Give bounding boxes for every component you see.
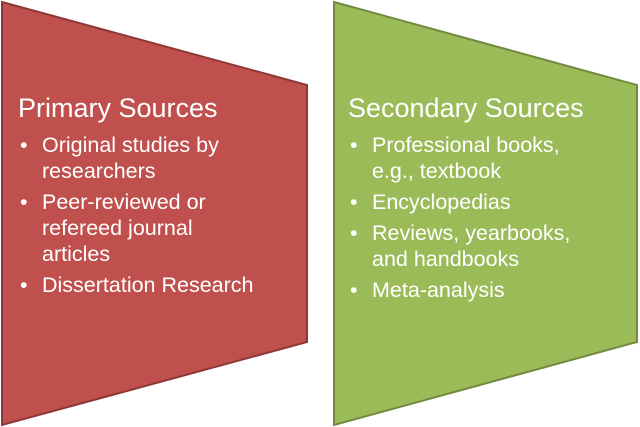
secondary-sources-content: Secondary Sources • Professional books, … [348,92,633,308]
bullet-icon: • [350,221,358,245]
secondary-sources-list-item: • Meta-analysis [348,277,633,303]
primary-sources-title: Primary Sources [18,93,218,123]
secondary-sources-list-item: • Encyclopedias [348,189,633,215]
primary-sources-list-item: • Peer-reviewed or refereed journal arti… [18,189,303,267]
secondary-item-line: and handbooks [372,247,520,271]
bullet-icon: • [20,273,28,297]
secondary-sources-trapezoid [333,0,638,427]
bullet-icon: • [350,190,358,214]
primary-item-line: Peer-reviewed or [42,190,206,214]
secondary-sources-title: Secondary Sources [348,93,584,123]
primary-item-line: Dissertation Research [42,273,254,297]
bullet-icon: • [20,133,28,157]
primary-sources-trapezoid [1,0,308,427]
primary-item-line: researchers [42,159,156,183]
bullet-icon: • [350,133,358,157]
primary-item-line: Original studies by [42,133,219,157]
primary-sources-list-item: • Original studies by researchers [18,132,303,184]
secondary-item-line: Reviews, yearbooks, [372,221,571,245]
primary-sources-content: Primary Sources • Original studies by re… [18,92,303,303]
primary-sources-list-item: • Dissertation Research [18,272,303,298]
secondary-sources-list-item: • Reviews, yearbooks, and handbooks [348,220,633,272]
primary-item-line: articles [42,242,111,266]
secondary-item-line: Meta-analysis [372,278,505,302]
secondary-item-line: Encyclopedias [372,190,511,214]
secondary-sources-list-item: • Professional books, e.g., textbook [348,132,633,184]
secondary-sources-list: • Professional books, e.g., textbook • E… [348,132,633,303]
bullet-icon: • [350,278,358,302]
primary-item-line: refereed journal [42,216,193,240]
secondary-item-line: e.g., textbook [372,159,502,183]
bullet-icon: • [20,190,28,214]
secondary-item-line: Professional books, [372,133,560,157]
primary-sources-list: • Original studies by researchers • Peer… [18,132,303,298]
